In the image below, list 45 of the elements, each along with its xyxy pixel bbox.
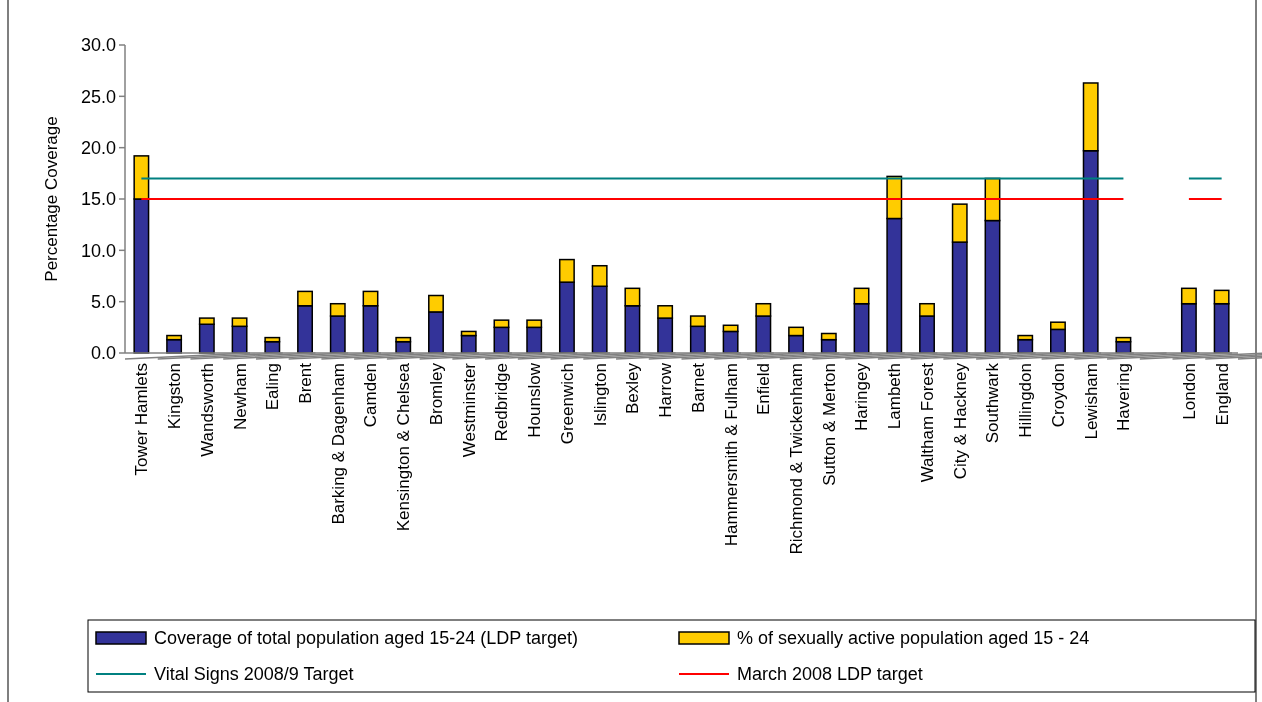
x-tick-label: Bexley <box>623 362 643 415</box>
x-tick-label: Hammersmith & Fulham <box>721 363 741 547</box>
x-tick-label: Lambeth <box>885 363 905 430</box>
x-tick-label: Lewisham <box>1081 363 1101 440</box>
x-tick-label: England <box>1212 363 1232 426</box>
x-tick-label: Havering <box>1114 363 1134 432</box>
x-tick-label: City & Hackney <box>950 362 970 480</box>
y-tick-label: 0.0 <box>90 343 116 364</box>
y-tick-label: 10.0 <box>80 240 116 261</box>
y-tick-label: 15.0 <box>80 189 116 210</box>
x-tick-label: Kensington & Chelsea <box>394 362 414 532</box>
x-tick-label: Kingston <box>165 363 185 430</box>
x-tick-label: Croydon <box>1048 363 1068 428</box>
x-tick-label: Greenwich <box>557 363 577 445</box>
x-tick-label: Hounslow <box>525 362 545 438</box>
x-tick-label: Southwark <box>983 362 1003 444</box>
x-tick-label: Haringey <box>852 362 872 432</box>
y-tick-label: 5.0 <box>90 291 116 312</box>
x-tick-label: Camden <box>361 363 381 428</box>
x-tick-label: Newham <box>230 363 250 431</box>
x-tick-label: Barnet <box>688 362 708 414</box>
x-tick-label: Brent <box>295 362 315 404</box>
x-tick-label: Richmond & Twickenham <box>787 363 807 555</box>
x-tick-label: Waltham Forest <box>917 362 937 483</box>
x-tick-label: Sutton & Merton <box>819 363 839 486</box>
y-tick-label: 25.0 <box>80 86 116 107</box>
y-axis-title: Percentage Coverage <box>42 116 61 282</box>
x-tick-label: Islington <box>590 363 610 427</box>
legend-label: Coverage of total population aged 15-24 (LDP target) <box>154 628 578 649</box>
x-tick-label: Barking & Dagenham <box>328 363 348 525</box>
x-tick-label: Wandsworth <box>197 363 217 457</box>
x-tick-label: Redbridge <box>492 363 512 442</box>
legend-label: % of sexually active population aged 15 - 24 <box>737 628 1090 649</box>
x-tick-label: Enfield <box>754 363 774 415</box>
x-tick-label: London <box>1179 363 1199 420</box>
y-tick-label: 20.0 <box>80 137 116 158</box>
x-tick-label: Ealing <box>263 363 283 411</box>
x-tick-label: Tower Hamlets <box>132 363 152 476</box>
legend-label: Vital Signs 2008/9 Target <box>154 664 354 685</box>
x-tick-label: Hillingdon <box>1016 363 1036 438</box>
legend-label: March 2008 LDP target <box>737 664 923 685</box>
x-tick-label: Bromley <box>426 362 446 426</box>
x-tick-label: Harrow <box>656 362 676 418</box>
x-tick-label: Westminster <box>459 362 479 458</box>
y-tick-label: 30.0 <box>80 35 116 56</box>
